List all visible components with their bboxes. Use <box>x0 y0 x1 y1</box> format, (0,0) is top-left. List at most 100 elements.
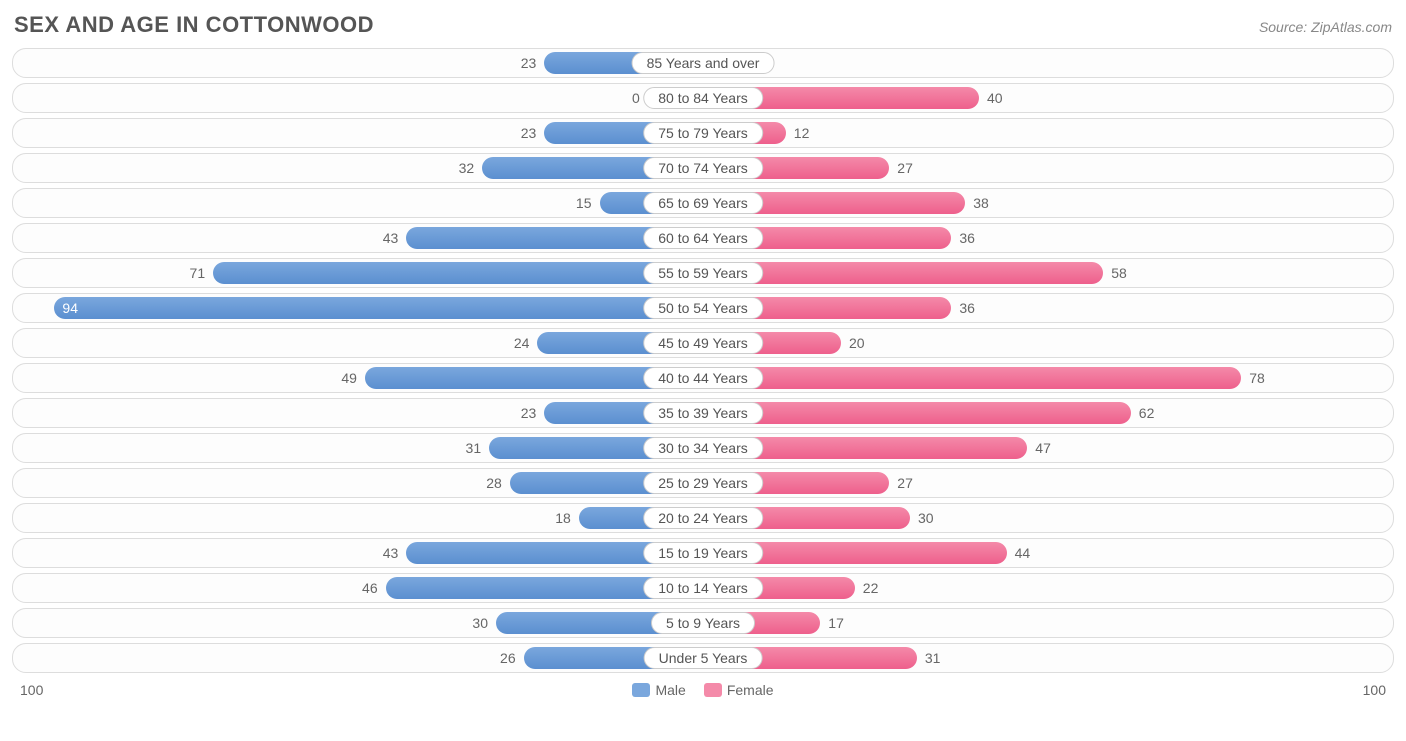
pyramid-row: 26 31 Under 5 Years <box>12 643 1394 673</box>
male-bar: 71 <box>213 262 703 284</box>
female-side: 27 <box>703 469 1393 497</box>
male-value: 28 <box>486 475 510 491</box>
age-band-label: 55 to 59 Years <box>643 262 763 284</box>
female-swatch <box>704 683 722 697</box>
male-value: 43 <box>383 545 407 561</box>
male-side: 28 <box>13 469 703 497</box>
female-side: 40 <box>703 84 1393 112</box>
male-side: 43 <box>13 224 703 252</box>
male-value: 46 <box>362 580 386 596</box>
male-side: 71 <box>13 259 703 287</box>
male-value: 71 <box>190 265 214 281</box>
male-side: 0 <box>13 84 703 112</box>
female-value: 12 <box>786 125 810 141</box>
female-value: 22 <box>855 580 879 596</box>
legend-male: Male <box>632 682 685 698</box>
female-value: 20 <box>841 335 865 351</box>
male-value: 49 <box>341 370 365 386</box>
female-side: 58 <box>703 259 1393 287</box>
chart-title: SEX AND AGE IN COTTONWOOD <box>14 12 374 38</box>
age-band-label: 60 to 64 Years <box>643 227 763 249</box>
chart-source: Source: ZipAtlas.com <box>1259 19 1392 35</box>
male-side: 24 <box>13 329 703 357</box>
pyramid-row: 43 3660 to 64 Years <box>12 223 1394 253</box>
pyramid-row: 94 36 50 to 54 Years <box>12 293 1394 323</box>
female-side: 47 <box>703 434 1393 462</box>
age-band-label: 40 to 44 Years <box>643 367 763 389</box>
male-side: 15 <box>13 189 703 217</box>
male-value: 94 <box>62 300 78 316</box>
female-side: 20 <box>703 329 1393 357</box>
chart-header: SEX AND AGE IN COTTONWOOD Source: ZipAtl… <box>12 8 1394 48</box>
male-value: 23 <box>521 55 545 71</box>
male-value: 23 <box>521 125 545 141</box>
female-value: 44 <box>1007 545 1031 561</box>
female-bar: 62 <box>703 402 1131 424</box>
age-band-label: 35 to 39 Years <box>643 402 763 424</box>
male-value: 26 <box>500 650 524 666</box>
female-side: 36 <box>703 224 1393 252</box>
legend-male-label: Male <box>655 682 685 698</box>
pyramid-row: 282725 to 29 Years <box>12 468 1394 498</box>
pyramid-row: 23085 Years and over <box>12 48 1394 78</box>
female-value: 47 <box>1027 440 1051 456</box>
male-side: 46 <box>13 574 703 602</box>
female-value: 58 <box>1103 265 1127 281</box>
legend-female: Female <box>704 682 774 698</box>
female-side: 31 <box>703 644 1393 672</box>
age-band-label: 5 to 9 Years <box>651 612 755 634</box>
male-bar: 94 <box>54 297 703 319</box>
axis-right-max: 100 <box>1363 682 1386 698</box>
male-side: 18 <box>13 504 703 532</box>
age-band-label: 50 to 54 Years <box>643 297 763 319</box>
age-band-label: Under 5 Years <box>644 647 763 669</box>
male-value: 43 <box>383 230 407 246</box>
pyramid-row: 23 12 75 to 79 Years <box>12 118 1394 148</box>
pyramid-row: 04080 to 84 Years <box>12 83 1394 113</box>
male-side: 23 <box>13 399 703 427</box>
female-value: 38 <box>965 195 989 211</box>
female-value: 27 <box>889 475 913 491</box>
female-bar: 58 <box>703 262 1103 284</box>
pyramid-chart: 23085 Years and over04080 to 84 Years231… <box>12 48 1394 673</box>
male-value: 32 <box>459 160 483 176</box>
female-value: 62 <box>1131 405 1155 421</box>
pyramid-row: 30175 to 9 Years <box>12 608 1394 638</box>
female-side: 27 <box>703 154 1393 182</box>
legend: Male Female <box>632 682 773 698</box>
female-value: 36 <box>951 300 975 316</box>
pyramid-row: 497840 to 44 Years <box>12 363 1394 393</box>
axis-left-max: 100 <box>20 682 43 698</box>
male-side: 23 <box>13 119 703 147</box>
age-band-label: 75 to 79 Years <box>643 122 763 144</box>
age-band-label: 70 to 74 Years <box>643 157 763 179</box>
pyramid-row: 183020 to 24 Years <box>12 503 1394 533</box>
male-value: 30 <box>472 615 496 631</box>
female-side: 12 <box>703 119 1393 147</box>
pyramid-row: 236235 to 39 Years <box>12 398 1394 428</box>
pyramid-row: 32 2770 to 74 Years <box>12 153 1394 183</box>
male-value: 31 <box>466 440 490 456</box>
male-side: 23 <box>13 49 703 77</box>
age-band-label: 30 to 34 Years <box>643 437 763 459</box>
age-band-label: 10 to 14 Years <box>643 577 763 599</box>
female-side: 38 <box>703 189 1393 217</box>
female-value: 40 <box>979 90 1003 106</box>
male-side: 94 <box>13 294 703 322</box>
age-band-label: 65 to 69 Years <box>643 192 763 214</box>
female-bar: 78 <box>703 367 1241 389</box>
age-band-label: 15 to 19 Years <box>643 542 763 564</box>
male-side: 49 <box>13 364 703 392</box>
male-swatch <box>632 683 650 697</box>
pyramid-row: 46 22 10 to 14 Years <box>12 573 1394 603</box>
female-value: 31 <box>917 650 941 666</box>
pyramid-row: 715855 to 59 Years <box>12 258 1394 288</box>
chart-footer: 100 Male Female 100 <box>12 678 1394 698</box>
male-side: 30 <box>13 609 703 637</box>
female-value: 78 <box>1241 370 1265 386</box>
female-side: 44 <box>703 539 1393 567</box>
male-value: 18 <box>555 510 579 526</box>
pyramid-row: 15 38 65 to 69 Years <box>12 188 1394 218</box>
male-side: 32 <box>13 154 703 182</box>
female-side: 30 <box>703 504 1393 532</box>
